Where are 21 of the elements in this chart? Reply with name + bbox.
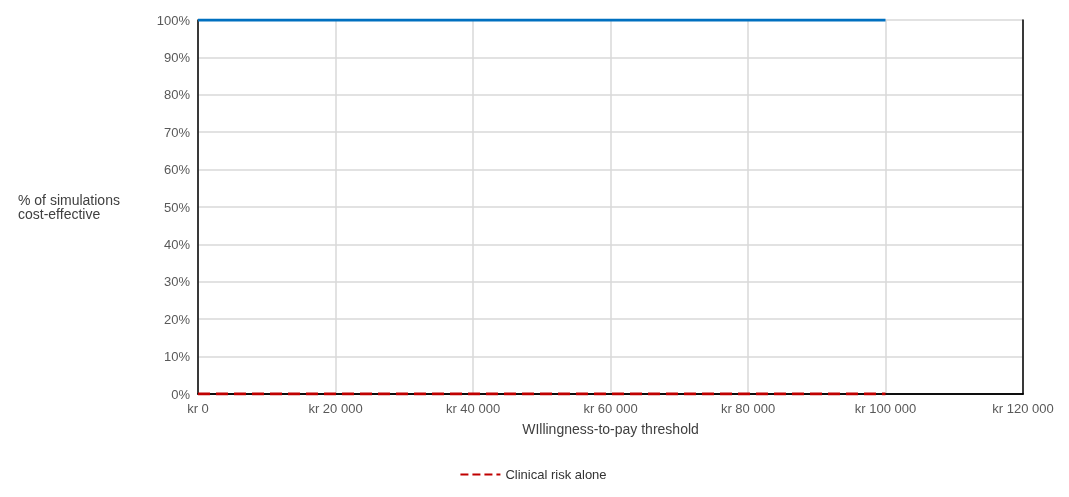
x-tick-label: kr 80 000 (720, 401, 776, 416)
x-tick-label: kr 40 000 (445, 401, 501, 416)
x-tick-label: kr 20 000 (308, 401, 363, 416)
x-tick-label: kr 120 000 (992, 401, 1054, 416)
legend-label: Clinical risk alone (505, 467, 607, 482)
y-tick-label: 90% (163, 49, 191, 65)
y-tick-label: 0% (171, 386, 191, 402)
y-tick-label: 60% (163, 162, 191, 178)
y-tick-label: 80% (163, 87, 191, 103)
y-tick-label: 50% (163, 199, 191, 215)
y-tick-label: 40% (163, 236, 191, 252)
x-tick-label: kr 60 000 (583, 401, 638, 416)
y-tick-label: 70% (163, 124, 191, 140)
y-axis-title: % of simulations cost-effective (18, 192, 124, 222)
x-tick-label: kr 100 000 (854, 401, 917, 416)
y-tick-label: 20% (163, 311, 191, 327)
y-tick-label: 10% (163, 349, 191, 365)
x-axis-title: WIllingness-to-pay threshold (522, 421, 699, 437)
y-tick-label: 30% (163, 274, 191, 290)
y-tick-label: 100% (156, 12, 191, 28)
x-tick-label: kr 0 (187, 401, 209, 416)
